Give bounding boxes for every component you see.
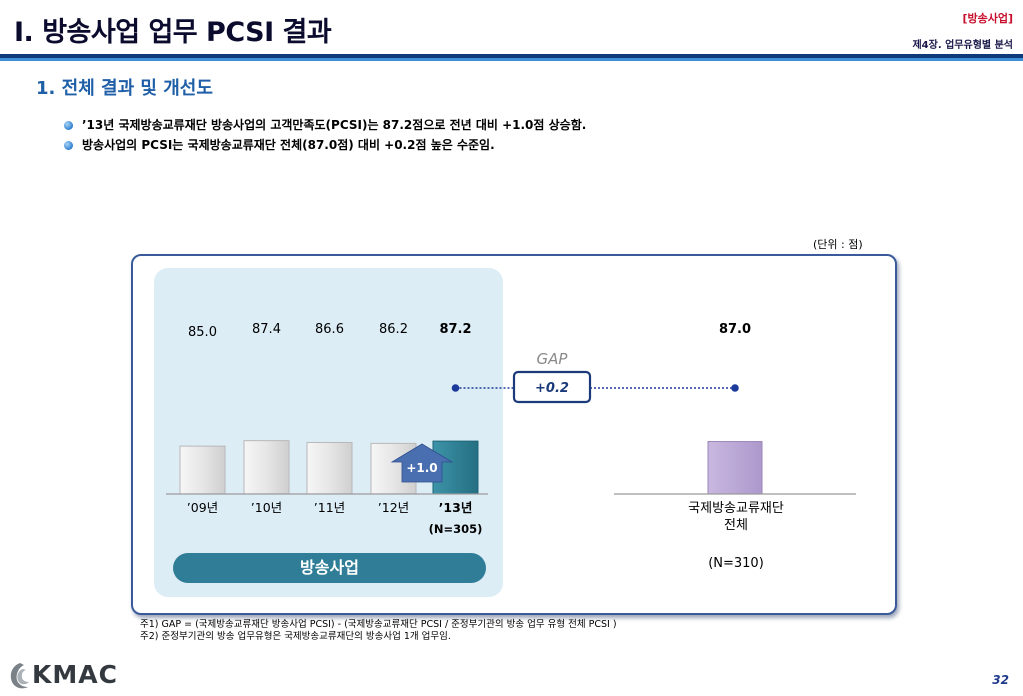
kmac-logo-icon [10, 663, 29, 689]
up-arrow-icon [390, 443, 454, 483]
gap-value-label: +0.2 [535, 381, 569, 396]
page-number: 32 [992, 673, 1009, 687]
category-label: ’13년 [439, 500, 473, 515]
page-title: I. 방송사업 업무 PCSI 결과 [14, 17, 332, 48]
bar-overall [707, 441, 763, 495]
broadcast-panel [154, 268, 503, 597]
value-label: 85.0 [188, 325, 217, 340]
footnote: 주1) GAP = (국제방송교류재단 방송사업 PCSI) - (국제방송교류… [140, 619, 617, 630]
category-label: ’10년 [251, 500, 282, 515]
header-rule [0, 54, 1023, 58]
bullet-text: ’13년 국제방송교류재단 방송사업의 고객만족도(PCSI)는 87.2점으로… [82, 118, 587, 132]
footnote: 주2) 준정부기관의 방송 업무유형은 국제방송교류재단의 방송사업 1개 업무… [140, 631, 451, 642]
value-label: 87.4 [252, 322, 281, 337]
overall-category-label: 국제방송교류재단 [688, 501, 784, 516]
value-label: 87.2 [439, 322, 471, 337]
category-label: ’11년 [314, 500, 345, 515]
value-label: 86.2 [379, 322, 408, 337]
improvement-label: +1.0 [406, 461, 437, 475]
header-rule-accent [0, 58, 1023, 61]
category-label: ’09년 [187, 500, 218, 515]
bar-9 [179, 445, 226, 495]
category-label: ’12년 [378, 500, 409, 515]
unit-label: (단위 : 점) [813, 238, 863, 251]
footnotes: 주1) GAP = (국제방송교류재단 방송사업 PCSI) - (국제방송교류… [140, 619, 617, 643]
chapter-label: 제4장. 업무유형별 분석 [912, 40, 1013, 51]
category-pill: 방송사업 [173, 553, 486, 583]
bullet-icon [64, 121, 73, 130]
section-heading: 1. 전체 결과 및 개선도 [36, 78, 213, 99]
bar-10 [243, 440, 290, 495]
overall-category-label: 전체 [724, 518, 748, 533]
gap-title: GAP [537, 350, 569, 368]
logo-text: KMAC [32, 660, 118, 689]
sample-size-label: (N=305) [429, 522, 483, 536]
bullet-icon [64, 141, 73, 150]
bar-11 [306, 441, 353, 495]
overall-sample-label: (N=310) [708, 556, 764, 571]
bullet-item: 방송사업의 PCSI는 국제방송교류재단 전체(87.0점) 대비 +0.2점 … [64, 136, 495, 153]
value-label: 86.6 [315, 322, 344, 337]
gap-endpoint [451, 384, 460, 392]
bullet-item: ’13년 국제방송교류재단 방송사업의 고객만족도(PCSI)는 87.2점으로… [64, 116, 586, 133]
overall-value-label: 87.0 [719, 322, 751, 337]
section-tag: [방송사업] [962, 12, 1013, 25]
bullet-text: 방송사업의 PCSI는 국제방송교류재단 전체(87.0점) 대비 +0.2점 … [82, 138, 495, 152]
gap-box [512, 370, 592, 404]
gap-endpoint [731, 384, 739, 392]
